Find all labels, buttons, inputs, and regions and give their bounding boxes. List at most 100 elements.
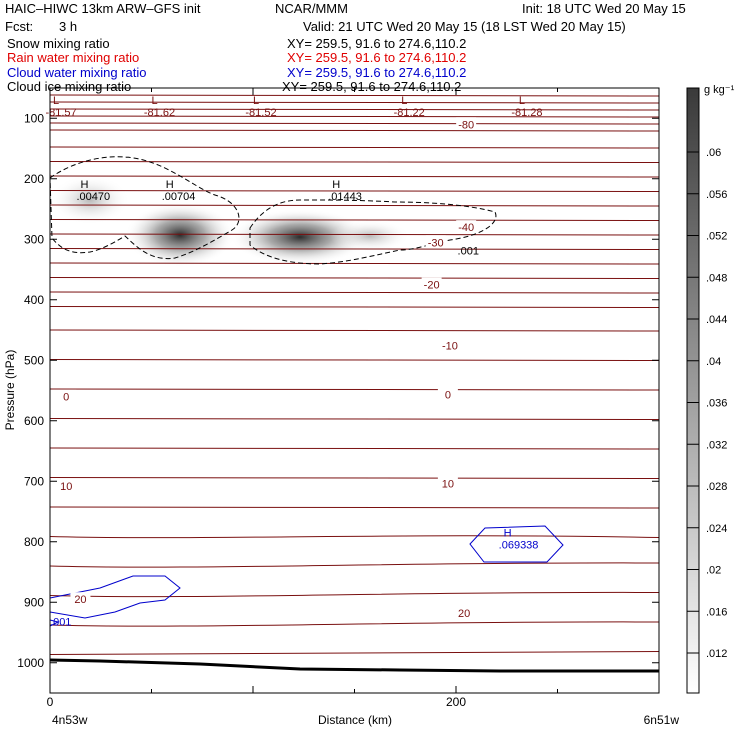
snow-max-value: .00470 (76, 191, 110, 203)
field-rain-xy: XY= 259.5, 91.6 to 274.6,110.2 (287, 50, 467, 65)
label-bg (70, 592, 91, 605)
isotherm-line (50, 306, 659, 308)
temperature-label: -30 (428, 237, 444, 249)
isotherm-line (50, 190, 659, 192)
label-bg (454, 606, 475, 619)
isotherm-line (50, 621, 659, 627)
isotherm-line (50, 161, 659, 163)
snow-max-marker: H (166, 179, 174, 191)
y-tick-label: 400 (24, 293, 44, 307)
isotherm-line (50, 277, 659, 279)
isotherm-line (50, 204, 659, 207)
temperature-label: -20 (424, 280, 440, 292)
isotherm-line (50, 535, 659, 539)
y-tick-label: 300 (24, 232, 44, 246)
isotherm-line (50, 418, 659, 420)
title-left: HAIC–HIWC 13km ARW–GFS init (5, 1, 201, 16)
ice-contour-left (50, 156, 240, 260)
label-bg (437, 387, 458, 400)
isotherm-line (50, 219, 659, 221)
colorbar-tick-label: .052 (706, 231, 727, 243)
label-bg (421, 277, 442, 290)
low-value: -81.57 (45, 107, 76, 119)
isotherm-line (50, 291, 659, 294)
org-label: NCAR/MMM (275, 1, 348, 16)
label-bg (437, 476, 458, 489)
isotherm-line (50, 651, 659, 655)
snow-max-value: .01443 (328, 191, 362, 203)
low-marker: L (401, 95, 407, 107)
isotherm-line (50, 477, 659, 479)
isotherm-line (50, 94, 659, 97)
y-tick-label: 200 (24, 172, 44, 186)
isotherm-line (50, 233, 659, 236)
y-tick-label: 900 (24, 595, 44, 609)
snow-max-marker: H (80, 179, 88, 191)
low-value: -81.28 (511, 107, 542, 119)
colorbar-tick-label: .028 (706, 481, 727, 493)
temperature-label: 10 (442, 479, 454, 491)
isotherm-line (50, 262, 659, 265)
low-value: -81.62 (144, 107, 175, 119)
colorbar-unit: g kg⁻¹ (704, 84, 735, 96)
x-axis-ticks: 0 200 (47, 88, 660, 709)
init-label: Init: 18 UTC Wed 20 May 15 (522, 1, 686, 16)
isotherm-line (50, 591, 659, 598)
temperature-label: -10 (442, 341, 458, 353)
label-bg (456, 117, 477, 130)
contour-labels: -40-30-20-100 010 102020-80L-81.57L-81.62L… (45, 95, 542, 629)
low-marker: L (152, 95, 158, 107)
colorbar-tick-label: .024 (706, 523, 727, 535)
y-tick-label: 700 (24, 474, 44, 488)
colorbar-tick-label: .056 (706, 189, 727, 201)
colorbar-tick-label: .048 (706, 272, 727, 284)
ground-line (50, 658, 659, 673)
colorbar-tick-label: .012 (706, 648, 727, 660)
x-end-label-left: 4n53w (52, 713, 88, 727)
field-rain-name: Rain water mixing ratio (7, 50, 140, 65)
x-tick-label: 200 (446, 695, 466, 709)
y-tick-label: 600 (24, 414, 44, 428)
colorbar-ticks: .012 .016 .02 .024 .028 .032 .036 .04 .044 .048 .0… (687, 147, 727, 660)
isotherm-line (50, 329, 659, 332)
label-bg (439, 338, 460, 351)
field-ice-xy: XY= 259.5, 91.6 to 274.6,110.2 (282, 79, 462, 94)
cloud-water-value: .069338 (499, 540, 539, 552)
colorbar-tick-label: .06 (706, 147, 721, 159)
temperature-contours (50, 94, 659, 655)
label-bg (456, 220, 477, 233)
temperature-label: -40 (458, 222, 474, 234)
field-snow-name: Snow mixing ratio (7, 36, 110, 51)
temperature-label: -80 (458, 119, 474, 131)
temperature-label: 0 (445, 390, 451, 402)
colorbar-tick-label: .04 (706, 356, 721, 368)
valid-label: Valid: 21 UTC Wed 20 May 15 (18 LST Wed … (303, 19, 626, 34)
temperature-label: 0 (63, 392, 69, 404)
field-snow-xy: XY= 259.5, 91.6 to 274.6,110.2 (287, 36, 467, 51)
isotherm-line (50, 101, 659, 104)
x-tick-label: 0 (47, 695, 54, 709)
low-marker: L (519, 95, 525, 107)
cloud-water-value: .001 (50, 617, 71, 629)
axes (49, 87, 660, 694)
low-marker: L (53, 95, 59, 107)
colorbar-tick-label: .036 (706, 398, 727, 410)
isotherm-line (50, 248, 659, 250)
fcst-label: Fcst: (5, 19, 34, 34)
label-bg (425, 235, 446, 248)
snow-max-marker: H (332, 179, 340, 191)
isotherm-line (50, 562, 659, 568)
isotherm-line (50, 359, 659, 361)
ice-contour-label: .001 (458, 245, 479, 257)
low-marker: L (253, 95, 259, 107)
low-value: -81.22 (394, 107, 425, 119)
cloud-water-contour-edge (50, 619, 60, 627)
field-cloudwater-xy: XY= 259.5, 91.6 to 274.6,110.2 (287, 65, 467, 80)
isotherm-line (50, 129, 659, 132)
isotherm-line (50, 115, 659, 118)
field-cloudwater-name: Cloud water mixing ratio (7, 65, 147, 80)
y-tick-label: 100 (24, 111, 44, 125)
low-value: -81.52 (245, 107, 276, 119)
